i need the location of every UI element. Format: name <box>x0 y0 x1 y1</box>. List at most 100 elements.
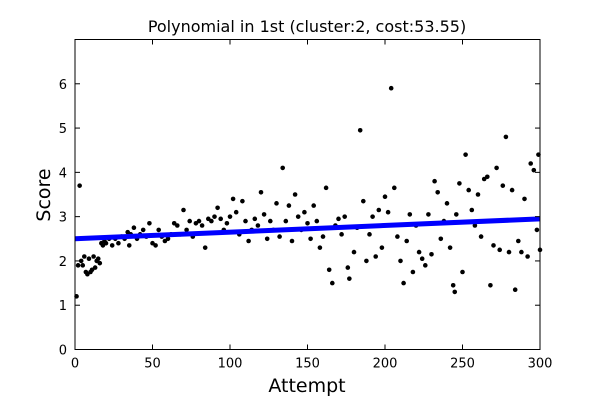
data-point <box>416 249 422 255</box>
data-point <box>376 207 382 213</box>
data-point <box>196 218 202 224</box>
fit-line <box>74 216 541 242</box>
data-point <box>268 218 273 224</box>
data-point <box>351 249 357 255</box>
data-point <box>252 216 258 222</box>
data-point <box>274 201 279 206</box>
data-point <box>289 238 295 244</box>
data-point <box>246 238 251 244</box>
data-point <box>478 234 484 239</box>
data-point <box>240 198 245 204</box>
data-point <box>435 189 441 195</box>
data-point <box>452 289 458 295</box>
data-point <box>419 256 425 262</box>
data-point <box>181 207 186 213</box>
data-point <box>491 243 496 248</box>
data-point <box>506 249 512 255</box>
data-point <box>345 265 351 270</box>
data-point <box>528 161 533 166</box>
data-point <box>131 225 137 231</box>
data-point <box>503 134 509 140</box>
data-point <box>336 216 341 222</box>
y-axis-label: Score <box>33 168 55 221</box>
data-point <box>326 267 332 273</box>
data-point <box>531 167 537 173</box>
data-point <box>382 194 388 200</box>
data-point <box>385 209 391 215</box>
data-point <box>525 254 530 259</box>
y-tick-label: 5 <box>59 122 67 137</box>
data-point <box>140 227 146 233</box>
data-point <box>407 212 413 217</box>
data-point <box>457 181 462 186</box>
data-point <box>218 216 223 222</box>
data-point <box>500 183 506 188</box>
data-point <box>512 287 518 293</box>
x-tick-label: 0 <box>71 357 79 372</box>
x-tick-label: 150 <box>295 357 320 372</box>
data-point <box>277 234 282 239</box>
data-point <box>153 243 158 248</box>
data-point <box>429 251 434 257</box>
data-point <box>475 192 481 197</box>
data-point <box>432 178 437 184</box>
data-point <box>302 209 307 215</box>
data-point <box>347 276 352 281</box>
x-tick-label: 250 <box>450 357 475 372</box>
data-point <box>82 254 87 259</box>
x-axis-label: Attempt <box>268 375 345 397</box>
data-point <box>516 238 521 244</box>
data-point <box>404 238 410 244</box>
fit-line-layer <box>74 216 541 242</box>
data-point <box>410 269 416 275</box>
plot-area-frame <box>74 39 541 350</box>
data-point <box>472 223 478 228</box>
data-points <box>74 85 543 299</box>
data-point <box>444 201 450 206</box>
data-point <box>233 209 239 215</box>
data-point <box>156 227 161 233</box>
data-point <box>497 247 503 253</box>
data-point <box>320 234 326 239</box>
data-point <box>519 249 524 255</box>
chart-title: Polynomial in 1st (cluster:2, cost:53.55… <box>148 17 466 36</box>
x-tick-label: 200 <box>373 357 398 372</box>
data-point <box>494 165 499 171</box>
data-point <box>317 245 323 250</box>
data-point <box>342 214 348 219</box>
data-point <box>91 254 96 259</box>
data-point <box>147 220 152 226</box>
data-point <box>398 258 403 264</box>
data-point <box>280 165 286 171</box>
data-point <box>379 245 385 250</box>
data-point <box>295 214 301 219</box>
data-point <box>367 232 372 237</box>
data-point <box>423 263 428 268</box>
x-tick-label: 300 <box>528 357 553 372</box>
data-point <box>126 243 132 248</box>
data-point <box>314 218 320 224</box>
y-axis-ticks: 0 1 2 3 4 5 6 <box>59 78 540 359</box>
data-point <box>187 218 192 224</box>
data-point <box>460 269 465 275</box>
data-point <box>392 185 397 191</box>
data-point <box>469 207 475 213</box>
data-point <box>202 245 208 250</box>
x-axis-ticks: 0 50 100 150 200 250 300 <box>71 39 553 372</box>
data-point <box>357 127 363 133</box>
data-point <box>463 152 468 157</box>
data-point <box>78 258 84 264</box>
data-point <box>261 212 267 217</box>
y-tick-label: 6 <box>59 78 67 93</box>
data-point <box>224 220 230 226</box>
data-point <box>175 223 180 228</box>
data-point <box>212 214 217 219</box>
data-point <box>116 240 121 246</box>
data-point <box>95 256 101 262</box>
data-point <box>361 198 366 204</box>
y-tick-label: 1 <box>59 299 67 314</box>
data-point <box>522 196 527 202</box>
y-tick-label: 2 <box>59 255 67 270</box>
data-point <box>450 282 456 288</box>
